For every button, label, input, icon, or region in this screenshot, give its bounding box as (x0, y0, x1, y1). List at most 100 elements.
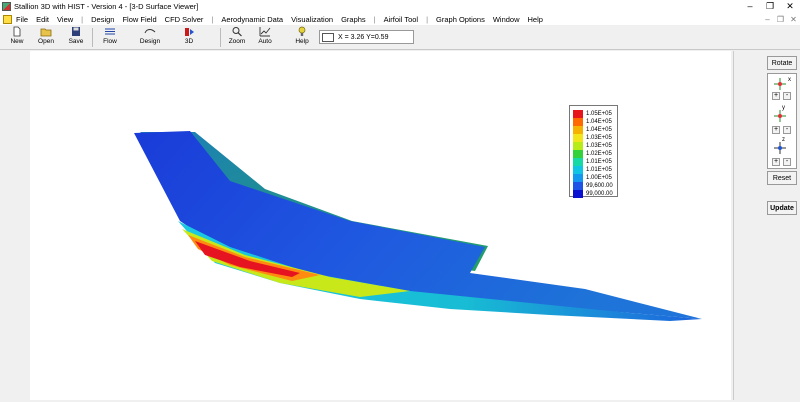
surface-viewer[interactable]: 1.05E+05 1.04E+05 1.04E+05 1.03E+05 1.03E+05… (30, 51, 731, 400)
mdi-minimize-icon[interactable]: – (765, 14, 770, 24)
main-wing-surface (134, 131, 702, 319)
app-icon (2, 2, 11, 11)
pressure-surface-plot (134, 131, 702, 321)
update-button[interactable]: Update (767, 201, 797, 215)
legend-entry: 99,000.00 (573, 190, 613, 198)
menu-file[interactable]: File (16, 14, 29, 24)
menu-flow-field[interactable]: Flow Field (122, 14, 157, 24)
toolbar-separator (220, 28, 221, 47)
restore-icon[interactable]: ❐ (765, 1, 775, 11)
auto-button[interactable]: Auto (255, 26, 275, 49)
legend-label: 1.03E+05 (586, 135, 612, 141)
auto-label: Auto (258, 38, 272, 45)
mdi-close-icon[interactable]: ✕ (790, 14, 797, 24)
rotate-x-plus-button[interactable]: + (772, 92, 780, 100)
legend-label: 99,600.00 (586, 183, 613, 189)
menu-airfoil-tool[interactable]: Airfoil Tool (383, 14, 419, 24)
flow-label: Flow (103, 38, 117, 45)
window-title: Stallion 3D with HIST - Version 4 - [3-D… (14, 2, 199, 11)
menu-aerodynamic-data[interactable]: Aerodynamic Data (221, 14, 284, 24)
airfoil-icon (144, 29, 156, 34)
title-bar: Stallion 3D with HIST - Version 4 - [3-D… (0, 0, 800, 13)
design-label: Design (139, 38, 161, 45)
legend-swatch (573, 134, 583, 142)
legend-label: 1.03E+05 (586, 143, 612, 149)
rotate-y-minus-button[interactable]: - (783, 126, 791, 134)
legend-entry: 1.01E+05 (573, 166, 612, 174)
open-folder-icon (40, 28, 52, 37)
rotate-x-minus-button[interactable]: - (783, 92, 791, 100)
axis-gizmo-icon (774, 78, 786, 154)
legend-label: 1.02E+05 (586, 151, 612, 157)
help-label: Help (295, 38, 309, 45)
save-button[interactable]: Save (66, 26, 86, 49)
menu-design[interactable]: Design (91, 14, 115, 24)
legend-entry: 1.05E+05 (573, 110, 612, 118)
rotate-z-plus-button[interactable]: + (772, 158, 780, 166)
menu-cfd-solver[interactable]: CFD Solver (164, 14, 204, 24)
auto-scale-icon (259, 27, 271, 37)
coordinate-text: X = 3.26 Y=0.59 (338, 33, 389, 41)
legend-swatch (573, 110, 583, 118)
menu-view[interactable]: View (57, 14, 74, 24)
legend-swatch (573, 142, 583, 150)
legend-swatch (573, 182, 583, 190)
menu-edit[interactable]: Edit (36, 14, 50, 24)
reset-button[interactable]: Reset (767, 171, 797, 185)
new-file-icon (13, 26, 21, 37)
menu-graphs[interactable]: Graphs (341, 14, 366, 24)
flow-button[interactable]: Flow (100, 26, 120, 49)
open-button[interactable]: Open (36, 26, 56, 49)
axis-z-label: z (782, 137, 785, 143)
legend-label: 1.01E+05 (586, 167, 612, 173)
zoom-button[interactable]: Zoom (227, 26, 247, 49)
minimize-icon[interactable]: – (747, 1, 753, 11)
legend-entry: 99,600.00 (573, 182, 613, 190)
color-legend: 1.05E+05 1.04E+05 1.04E+05 1.03E+05 1.03E+05… (569, 105, 618, 198)
help-button[interactable]: Help (293, 26, 311, 49)
axis-x-label: x (788, 77, 791, 83)
design-button[interactable]: Design (138, 26, 162, 49)
legend-swatch (573, 158, 583, 166)
legend-entry: 1.03E+05 (573, 134, 612, 142)
legend-entry: 1.04E+05 (573, 126, 612, 134)
legend-label: 1.05E+05 (586, 111, 612, 117)
coordinate-readout: X = 3.26 Y=0.59 (319, 30, 414, 44)
pressure-peak-zone (195, 241, 300, 277)
open-label: Open (38, 38, 54, 45)
rotate-y-plus-button[interactable]: + (772, 126, 780, 134)
menu-separator: | (211, 14, 214, 24)
menu-window[interactable]: Window (492, 14, 520, 24)
magnifier-icon (232, 27, 242, 37)
3d-button[interactable]: 3D (180, 26, 198, 49)
view-control-panel: Rotate x y z + - + - + - Reset Update (733, 51, 800, 400)
new-label: New (10, 38, 24, 45)
legend-entry: 1.02E+05 (573, 150, 612, 158)
flow-lines-icon (105, 28, 115, 35)
menu-graph-options[interactable]: Graph Options (436, 14, 485, 24)
new-button[interactable]: New (8, 26, 26, 49)
legend-swatch (573, 150, 583, 158)
pressure-band-orange (188, 235, 320, 281)
zoom-label: Zoom (228, 38, 246, 45)
help-lightbulb-icon (298, 26, 306, 36)
menu-help[interactable]: Help (527, 14, 543, 24)
legend-swatch (573, 126, 583, 134)
legend-swatch (573, 190, 583, 198)
legend-swatch (573, 174, 583, 182)
axis-rotation-panel: x y z + - + - + - (767, 73, 797, 169)
menu-separator: | (426, 14, 429, 24)
close-icon[interactable]: ✕ (786, 1, 794, 11)
menu-separator: | (373, 14, 376, 24)
mdi-restore-icon[interactable]: ❐ (776, 14, 785, 24)
menu-visualization[interactable]: Visualization (291, 14, 334, 24)
legend-swatch (573, 118, 583, 126)
menu-separator: | (81, 14, 84, 24)
rotate-z-minus-button[interactable]: - (783, 158, 791, 166)
legend-swatch (573, 166, 583, 174)
legend-label: 99,000.00 (586, 191, 613, 197)
menu-bar: File Edit View | Design Flow Field CFD S… (0, 13, 800, 25)
toolbar-separator (92, 28, 93, 47)
3d-model-icon (185, 28, 194, 36)
rotate-button[interactable]: Rotate (767, 56, 797, 70)
